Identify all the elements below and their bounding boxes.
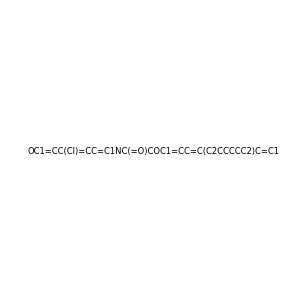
Text: OC1=CC(Cl)=CC=C1NC(=O)COC1=CC=C(C2CCCCC2)C=C1: OC1=CC(Cl)=CC=C1NC(=O)COC1=CC=C(C2CCCCC2… xyxy=(28,147,280,156)
